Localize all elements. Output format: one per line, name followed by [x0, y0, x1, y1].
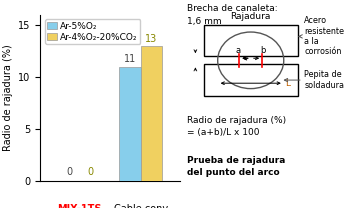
Bar — [204, 64, 298, 96]
Text: Pepita de
soldadura: Pepita de soldadura — [304, 70, 344, 90]
Text: b: b — [260, 46, 266, 55]
Text: Brecha de canaleta:: Brecha de canaleta: — [187, 4, 278, 13]
Bar — [204, 25, 298, 56]
Y-axis label: Radio de rajadura (%): Radio de rajadura (%) — [2, 44, 13, 151]
Text: 11: 11 — [124, 54, 136, 64]
Text: Acero
resistente
a la
corrosión: Acero resistente a la corrosión — [304, 16, 344, 57]
Legend: Ar-5%O₂, Ar-4%O₂-20%CO₂: Ar-5%O₂, Ar-4%O₂-20%CO₂ — [45, 19, 140, 44]
Text: a: a — [236, 46, 241, 55]
Text: 13: 13 — [145, 34, 158, 44]
Text: Radio de rajadura (%)
= (a+b)/L x 100: Radio de rajadura (%) = (a+b)/L x 100 — [187, 116, 286, 137]
Bar — [119, 67, 141, 181]
Text: L: L — [285, 79, 290, 88]
Text: 0: 0 — [66, 167, 72, 177]
Text: Rajadura: Rajadura — [231, 12, 271, 21]
Text: MIX-1TS: MIX-1TS — [57, 204, 102, 208]
Text: 0: 0 — [88, 167, 93, 177]
Text: 1,6 mm: 1,6 mm — [187, 17, 222, 26]
Text: Cable conv: Cable conv — [114, 204, 168, 208]
Text: Prueba de rajadura
del punto del arco: Prueba de rajadura del punto del arco — [187, 156, 286, 177]
Bar — [141, 46, 162, 181]
